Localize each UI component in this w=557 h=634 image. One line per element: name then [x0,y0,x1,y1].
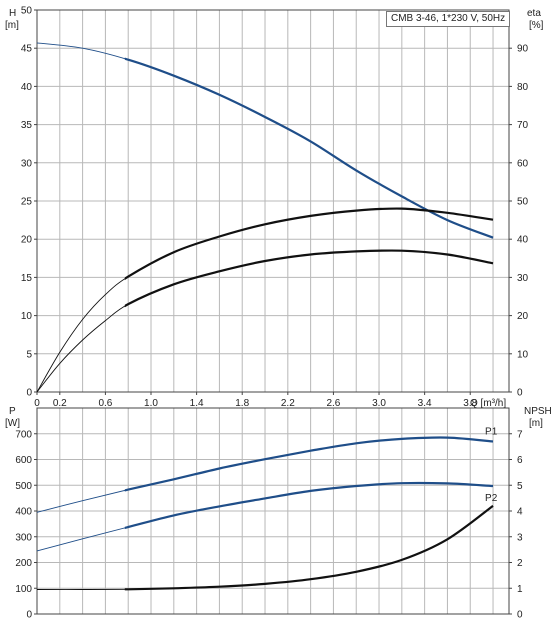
lower-right-tick-label: 5 [517,481,523,492]
upper-series-eta-line [124,207,494,281]
upper-left-tick-label: 0 [26,388,32,399]
upper-left-tick-label: 45 [21,44,33,55]
lower-right-axis-name: NPSH [524,406,552,417]
chart-title: CMB 3-46, 1*230 V, 50Hz [386,11,511,27]
lower-right-tick-label: 6 [517,455,523,466]
upper-series-eta2-line [124,249,494,308]
lower-right-tick-label: 2 [517,558,523,569]
lower-left-tick-label: 100 [15,584,32,595]
x-tick-label: 3.0 [372,398,386,409]
lower-left-tick-label: 200 [15,558,32,569]
lower-left-axis-name: P [9,406,16,417]
x-tick-label: 2.2 [281,398,295,409]
upper-right-tick-label: 0 [517,388,523,399]
upper-left-axis-unit: [m] [5,20,19,31]
lower-right-tick-label: 0 [517,610,523,621]
x-axis-label: Q [m³/h] [470,398,506,409]
upper-right-tick-label: 70 [517,120,529,131]
upper-left-tick-label: 25 [21,197,33,208]
lower-series-p1-line [124,436,494,492]
lower-left-axis-unit: [W] [5,418,20,429]
upper-left-tick-label: 30 [21,158,33,169]
x-tick-label: 1.4 [190,398,204,409]
upper-right-tick-label: 20 [517,311,529,322]
upper-right-axis-unit: [%] [529,20,544,31]
upper-right-axis-name: eta [527,8,541,19]
upper-left-tick-label: 15 [21,273,33,284]
lower-right-tick-label: 3 [517,532,523,543]
upper-right-tick-label: 40 [517,235,529,246]
x-tick-label: 3.8 [463,398,477,409]
lower-right-tick-label: 1 [517,584,523,595]
upper-left-tick-label: 50 [21,6,33,17]
lower-right-tick-label: 4 [517,507,523,518]
lower-right-axis-unit: [m] [529,418,543,429]
x-tick-label: 0 [34,398,40,409]
upper-left-tick-label: 20 [21,235,33,246]
x-tick-label: 0.6 [98,398,112,409]
upper-right-tick-label: 90 [517,44,529,55]
x-tick-label: 0.2 [53,398,67,409]
x-tick-label: 3.4 [418,398,432,409]
lower-series-p2-line [124,481,494,530]
upper-left-tick-label: 10 [21,311,33,322]
upper-left-axis-name: H [9,8,16,19]
lower-right-tick-label: 7 [517,429,523,440]
upper-series-h-line [124,57,494,239]
lower-left-tick-label: 300 [15,532,32,543]
upper-right-tick-label: 10 [517,349,529,360]
lower-left-tick-label: 500 [15,481,32,492]
x-tick-label: 1.0 [144,398,158,409]
series-label-p2: P2 [485,493,498,504]
lower-series-npsh-line [124,505,494,591]
upper-left-tick-label: 35 [21,120,33,131]
upper-right-tick-label: 80 [517,82,529,93]
upper-left-tick-label: 5 [26,349,32,360]
x-tick-label: 1.8 [235,398,249,409]
upper-right-tick-label: 50 [517,197,529,208]
upper-left-tick-label: 40 [21,82,33,93]
upper-right-tick-label: 60 [517,158,529,169]
x-tick-label: 2.6 [326,398,340,409]
lower-left-tick-label: 0 [26,610,32,621]
upper-right-tick-label: 30 [517,273,529,284]
lower-left-tick-label: 700 [15,429,32,440]
series-label-p1: P1 [485,426,498,437]
lower-left-tick-label: 400 [15,507,32,518]
lower-left-tick-label: 600 [15,455,32,466]
